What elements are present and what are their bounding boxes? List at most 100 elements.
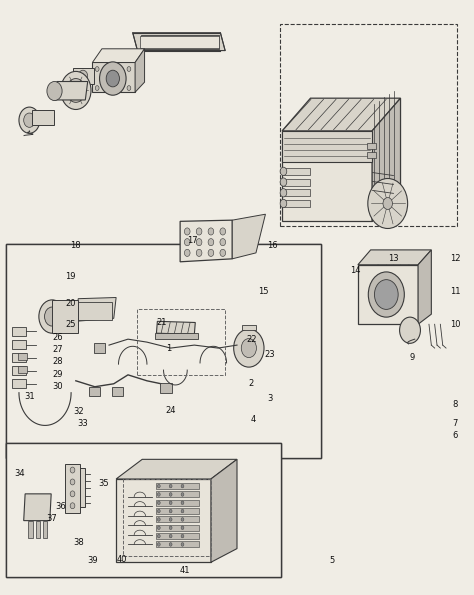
Circle shape (70, 503, 75, 509)
Circle shape (280, 178, 287, 186)
Text: 4: 4 (251, 415, 256, 424)
Circle shape (169, 543, 172, 546)
Text: 1: 1 (165, 343, 171, 353)
Bar (12, 327, 26, 336)
Circle shape (61, 71, 91, 109)
Circle shape (280, 167, 287, 176)
Circle shape (220, 228, 226, 235)
Circle shape (70, 467, 75, 473)
Circle shape (169, 484, 172, 488)
Bar (77, 302, 112, 320)
Circle shape (157, 484, 160, 488)
Circle shape (127, 86, 131, 90)
Circle shape (196, 239, 202, 246)
Bar (156, 525, 199, 531)
Bar (18, 366, 27, 373)
Bar (12, 366, 26, 375)
Bar (89, 387, 100, 396)
Text: 34: 34 (15, 468, 25, 478)
Bar (12, 379, 26, 388)
Bar (140, 36, 219, 48)
Text: 36: 36 (55, 502, 66, 512)
Polygon shape (55, 82, 88, 100)
Circle shape (184, 228, 190, 235)
Polygon shape (372, 98, 401, 221)
Circle shape (181, 526, 184, 530)
Circle shape (70, 491, 75, 497)
Polygon shape (76, 298, 116, 321)
Bar (43, 521, 47, 538)
Circle shape (157, 543, 160, 546)
Polygon shape (282, 131, 372, 221)
Circle shape (234, 329, 264, 367)
Circle shape (157, 509, 160, 513)
Text: 22: 22 (246, 334, 256, 344)
Bar (76, 468, 85, 507)
Text: 37: 37 (47, 514, 57, 524)
Circle shape (196, 228, 202, 235)
Text: 25: 25 (65, 320, 75, 329)
Text: 23: 23 (265, 349, 275, 359)
Bar (137, 309, 225, 375)
Bar (367, 152, 376, 158)
Text: 18: 18 (71, 240, 81, 250)
Circle shape (70, 479, 75, 485)
Polygon shape (211, 459, 237, 562)
Bar (123, 479, 211, 556)
Circle shape (169, 526, 172, 530)
Circle shape (196, 249, 202, 256)
Text: 20: 20 (65, 299, 75, 308)
Bar (12, 340, 26, 349)
Circle shape (169, 509, 172, 513)
Circle shape (66, 79, 85, 102)
Circle shape (371, 257, 416, 314)
Bar (156, 491, 199, 497)
Polygon shape (92, 62, 135, 92)
Circle shape (181, 501, 184, 505)
Text: 40: 40 (117, 555, 128, 564)
Circle shape (368, 178, 408, 228)
Text: 39: 39 (87, 556, 98, 565)
Bar (242, 325, 256, 330)
Polygon shape (52, 300, 78, 333)
Circle shape (157, 518, 160, 521)
Circle shape (78, 70, 88, 82)
Circle shape (127, 67, 131, 71)
Circle shape (181, 509, 184, 513)
Text: 27: 27 (53, 345, 63, 355)
Polygon shape (133, 33, 225, 51)
Polygon shape (358, 250, 431, 265)
Polygon shape (232, 214, 265, 259)
Text: 13: 13 (388, 254, 399, 264)
Text: 7: 7 (452, 419, 458, 428)
Circle shape (169, 501, 172, 505)
Polygon shape (282, 98, 401, 131)
Text: 10: 10 (450, 320, 460, 329)
Text: 5: 5 (329, 556, 335, 565)
Circle shape (157, 493, 160, 496)
Bar (156, 500, 199, 506)
Bar (283, 200, 310, 207)
Text: 35: 35 (98, 478, 109, 488)
Polygon shape (73, 68, 94, 84)
Bar (6, 244, 321, 458)
Circle shape (169, 534, 172, 538)
Bar (280, 24, 457, 226)
Text: 8: 8 (452, 400, 458, 409)
Circle shape (181, 543, 184, 546)
Polygon shape (156, 321, 195, 334)
Circle shape (24, 113, 35, 127)
Circle shape (106, 70, 119, 87)
Bar (283, 168, 310, 175)
Bar (156, 533, 199, 539)
Circle shape (220, 239, 226, 246)
Text: 6: 6 (452, 431, 458, 440)
Circle shape (181, 518, 184, 521)
Circle shape (220, 249, 226, 256)
Bar (367, 143, 376, 149)
Text: 11: 11 (450, 287, 460, 296)
Text: 29: 29 (53, 370, 63, 380)
Circle shape (181, 484, 184, 488)
Bar (36, 521, 40, 538)
Bar (94, 343, 105, 353)
